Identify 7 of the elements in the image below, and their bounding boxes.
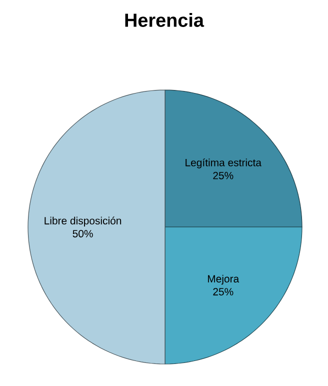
slice-label: Libre disposición — [44, 216, 122, 226]
data-label: 25% — [213, 288, 234, 296]
slice-label: Legítima estricta — [186, 158, 262, 168]
data-label: 25% — [213, 172, 234, 180]
data-label: 50% — [72, 230, 93, 238]
slice-label: Mejora — [208, 274, 240, 285]
chart-title: Herencia — [125, 13, 204, 27]
